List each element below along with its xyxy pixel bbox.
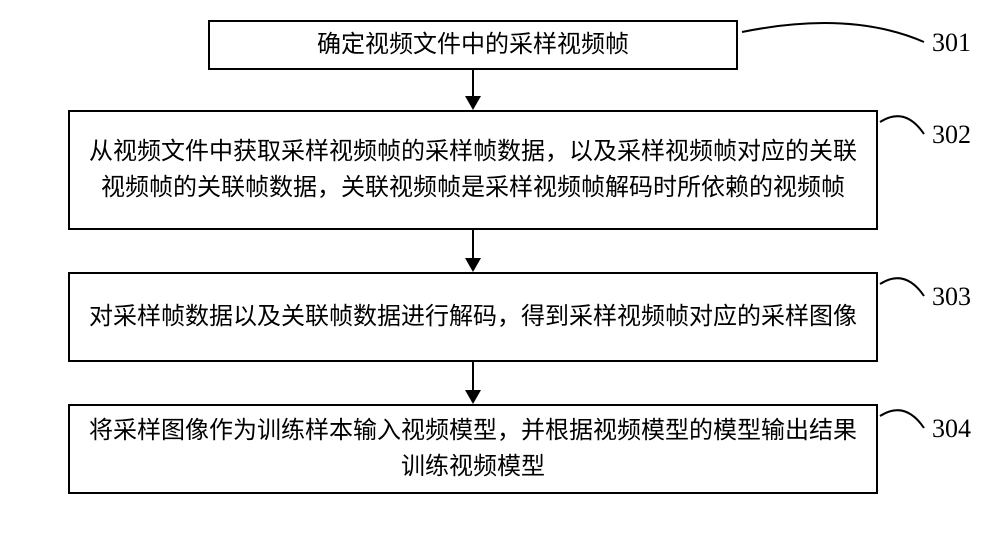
step-label-303: 303	[932, 282, 971, 312]
step-box-302: 从视频文件中获取采样视频帧的采样帧数据，以及采样视频帧对应的关联视频帧的关联帧数…	[68, 110, 878, 230]
arrow-2-3-head	[465, 258, 481, 272]
arrow-1-2-stem	[472, 70, 474, 98]
step-label-301: 301	[932, 28, 971, 58]
step-label-304: 304	[932, 414, 971, 444]
step-text: 对采样帧数据以及关联帧数据进行解码，得到采样视频帧对应的采样图像	[89, 299, 857, 335]
step-box-303: 对采样帧数据以及关联帧数据进行解码，得到采样视频帧对应的采样图像	[68, 272, 878, 362]
arrow-2-3-stem	[472, 230, 474, 260]
step-text: 将采样图像作为训练样本输入视频模型，并根据视频模型的模型输出结果训练视频模型	[82, 413, 864, 485]
flowchart-canvas: 确定视频文件中的采样视频帧 301 从视频文件中获取采样视频帧的采样帧数据，以及…	[0, 0, 1000, 542]
arrow-1-2-head	[465, 96, 481, 110]
step-text: 从视频文件中获取采样视频帧的采样帧数据，以及采样视频帧对应的关联视频帧的关联帧数…	[82, 134, 864, 206]
step-box-301: 确定视频文件中的采样视频帧	[208, 20, 738, 70]
step-label-302: 302	[932, 120, 971, 150]
arrow-3-4-head	[465, 390, 481, 404]
step-box-304: 将采样图像作为训练样本输入视频模型，并根据视频模型的模型输出结果训练视频模型	[68, 404, 878, 494]
arrow-3-4-stem	[472, 362, 474, 392]
step-text: 确定视频文件中的采样视频帧	[317, 27, 629, 63]
